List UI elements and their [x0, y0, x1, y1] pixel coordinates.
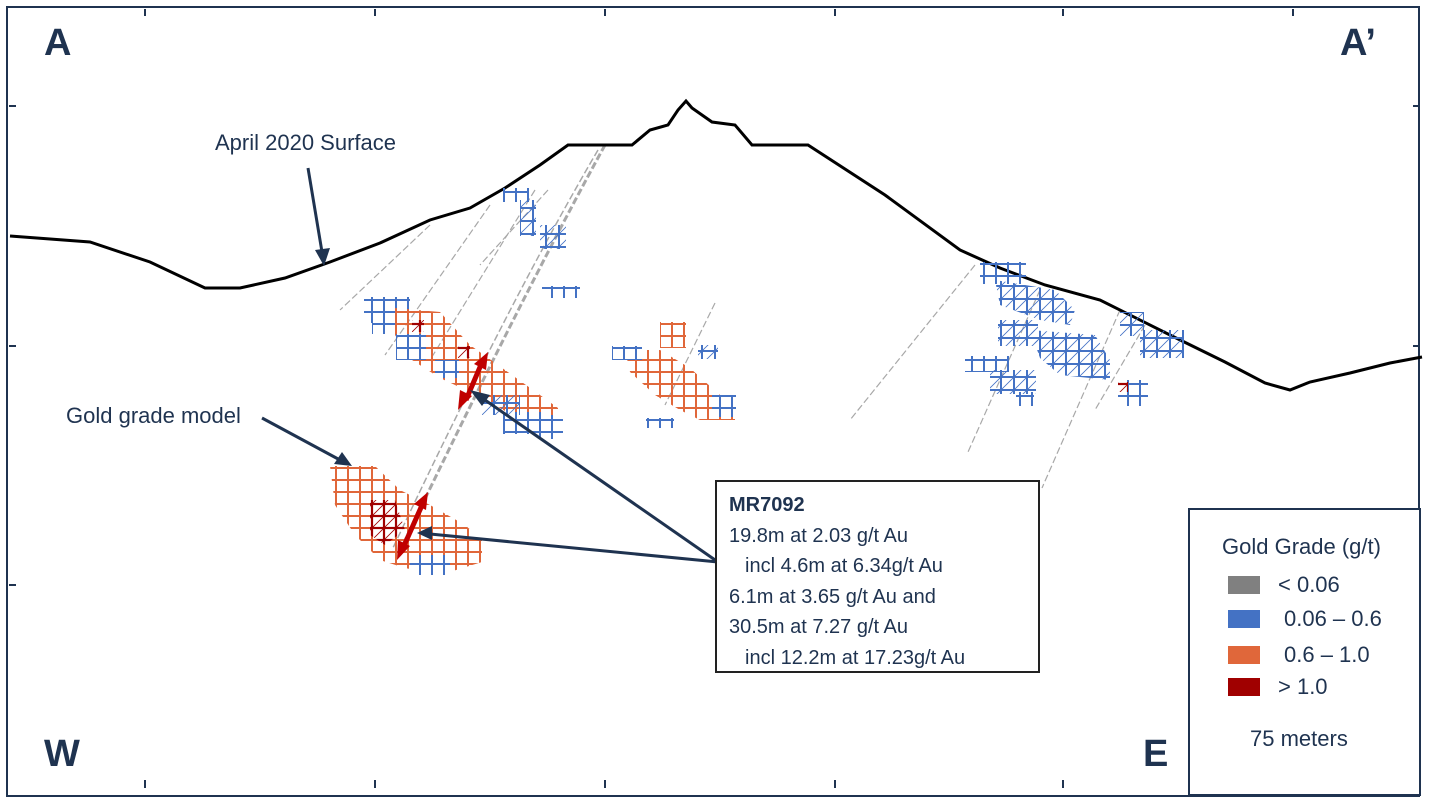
- surface-label: April 2020 Surface: [215, 130, 396, 155]
- corner-label-west: W: [44, 733, 80, 775]
- legend-swatch: [1228, 646, 1260, 664]
- grade-model-label: Gold grade model: [66, 403, 241, 428]
- legend-item-label: > 1.0: [1278, 674, 1328, 699]
- april-2020-surface-line: [9, 98, 1423, 392]
- section-frame: [6, 6, 1420, 797]
- drill-trace-mr7092: [396, 144, 607, 556]
- annotation-pointers: [261, 167, 719, 564]
- callout-line: 6.1m at 3.65 g/t Au and: [729, 585, 936, 608]
- scale-bar-label: 75 meters: [1250, 726, 1348, 751]
- corner-label-east: E: [1143, 733, 1169, 775]
- callout-line: 19.8m at 2.03 g/t Au: [729, 524, 909, 547]
- callout-line: incl 12.2m at 17.23g/t Au: [745, 646, 966, 669]
- callout-title: MR7092: [729, 494, 805, 516]
- legend-item-label: < 0.06: [1278, 572, 1340, 597]
- legend-swatch: [1228, 678, 1260, 696]
- corner-label-a: A: [44, 22, 72, 64]
- legend-swatch: [1228, 576, 1260, 594]
- gold-grade-legend: Gold Grade (g/t) < 0.06 0.06 – 0.6 0.6 –…: [1188, 508, 1421, 796]
- intercept-arrows: [397, 352, 488, 560]
- legend-item-label: 0.6 – 1.0: [1284, 642, 1370, 667]
- corner-label-a-prime: A’: [1340, 22, 1376, 64]
- callout-line: incl 4.6m at 6.34g/t Au: [745, 555, 943, 577]
- callout-line: 30.5m at 7.27 g/t Au: [729, 616, 909, 638]
- legend-swatch: [1228, 610, 1260, 628]
- legend-title: Gold Grade (g/t): [1222, 534, 1381, 559]
- legend-item-label: 0.06 – 0.6: [1284, 606, 1382, 631]
- mr7092-callout: MR7092 19.8m at 2.03 g/t Au incl 4.6m at…: [715, 480, 1040, 673]
